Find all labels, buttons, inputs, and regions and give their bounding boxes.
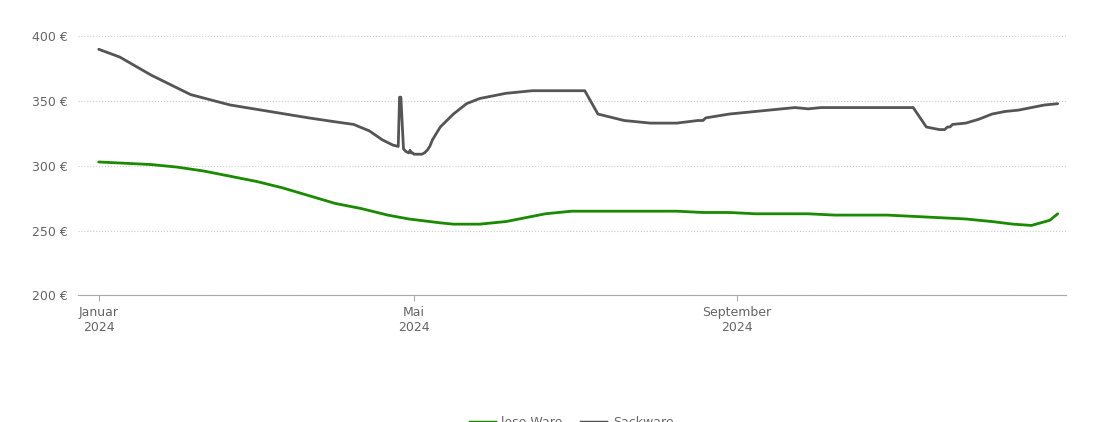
Legend: lose Ware, Sackware: lose Ware, Sackware [465,411,678,422]
